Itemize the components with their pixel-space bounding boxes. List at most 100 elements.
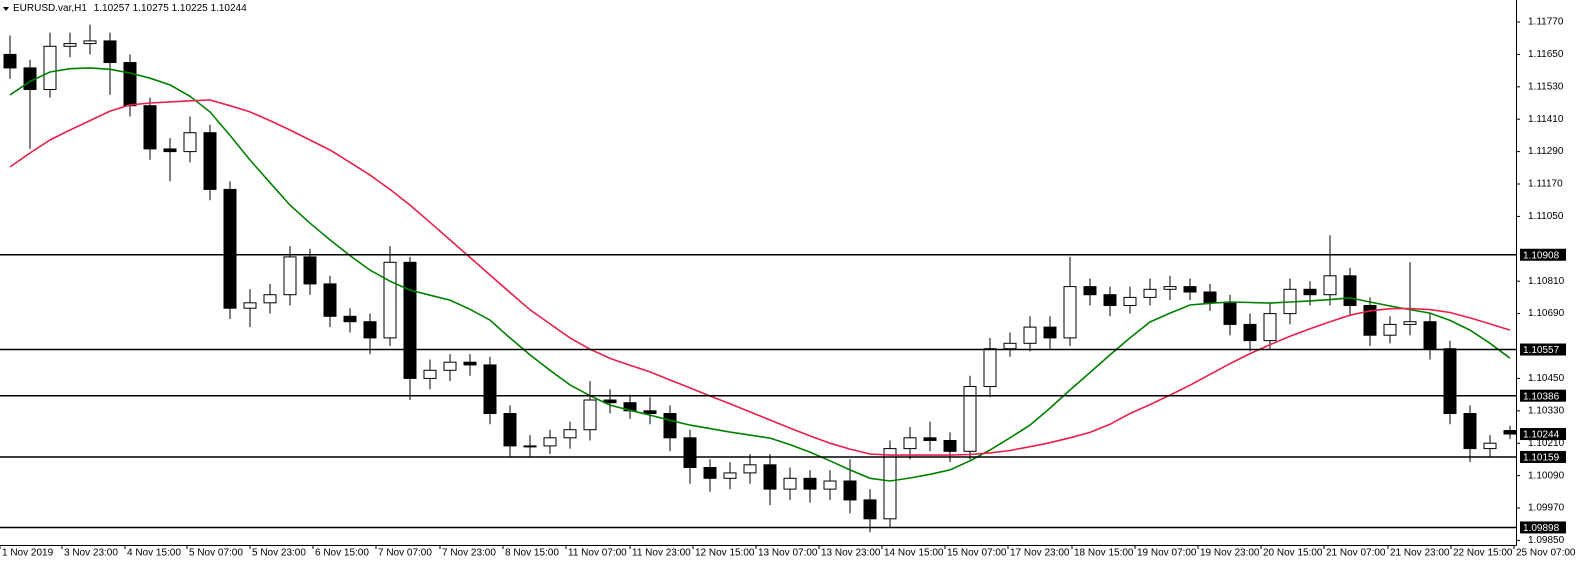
level-box bbox=[1520, 521, 1566, 534]
candle-body bbox=[443, 361, 457, 371]
candle-body bbox=[1003, 342, 1017, 350]
x-tick-label: 20 Nov 15:00 bbox=[1263, 548, 1323, 559]
candle-body bbox=[403, 261, 417, 379]
candle-body bbox=[1403, 321, 1417, 325]
candle-body bbox=[1043, 326, 1057, 339]
menu-triangle[interactable] bbox=[3, 7, 9, 11]
candle-body bbox=[803, 477, 817, 490]
candle-body bbox=[1383, 323, 1397, 336]
candle-body bbox=[603, 399, 617, 404]
candle-body bbox=[1143, 288, 1157, 298]
level-box bbox=[1520, 450, 1566, 463]
x-tick-label: 15 Nov 07:00 bbox=[947, 548, 1007, 559]
x-tick-label: 6 Nov 15:00 bbox=[315, 548, 369, 559]
candle-body bbox=[663, 413, 677, 439]
candle-body bbox=[723, 472, 737, 479]
candle-body bbox=[1243, 323, 1257, 342]
y-tick-label: 1.11170 bbox=[1528, 179, 1563, 190]
candle-body bbox=[523, 445, 537, 448]
candle-body bbox=[163, 148, 177, 153]
x-tick-label: 21 Nov 07:00 bbox=[1326, 548, 1386, 559]
candle-body bbox=[323, 283, 337, 317]
candle-body bbox=[1083, 286, 1097, 296]
x-tick-label: 11 Nov 07:00 bbox=[568, 548, 627, 559]
level-box bbox=[1520, 389, 1566, 402]
candle-body bbox=[203, 132, 217, 190]
last-high: 1.10275 bbox=[133, 3, 170, 14]
candle-body bbox=[763, 464, 777, 490]
x-tick-label: 18 Nov 15:00 bbox=[1074, 548, 1134, 559]
candle-body bbox=[1223, 302, 1237, 325]
candle-body bbox=[223, 188, 237, 309]
y-tick-label: 1.11050 bbox=[1528, 211, 1564, 222]
last-close: 1.10244 bbox=[211, 3, 248, 14]
x-tick-label: 3 Nov 23:00 bbox=[64, 548, 118, 559]
y-tick-label: 1.11290 bbox=[1528, 146, 1564, 157]
candle-body bbox=[343, 315, 357, 323]
candle-body bbox=[943, 440, 957, 452]
x-tick-label: 5 Nov 23:00 bbox=[252, 548, 306, 559]
candle-body bbox=[1483, 442, 1497, 450]
x-tick-label: 19 Nov 23:00 bbox=[1200, 548, 1260, 559]
candle-body bbox=[303, 256, 317, 285]
y-tick-label: 1.11650 bbox=[1528, 49, 1564, 60]
x-tick-label: 21 Nov 23:00 bbox=[1390, 548, 1450, 559]
candle-body bbox=[1163, 286, 1177, 290]
x-tick-label: 13 Nov 07:00 bbox=[758, 548, 818, 559]
y-tick-label: 1.10210 bbox=[1528, 438, 1565, 449]
x-tick-label: 12 Nov 15:00 bbox=[695, 548, 755, 559]
current-price-box bbox=[1520, 428, 1566, 441]
candle-body bbox=[643, 410, 657, 415]
candle-body bbox=[1323, 275, 1337, 296]
level-box bbox=[1520, 248, 1566, 261]
candle-body bbox=[3, 53, 17, 69]
candle-body bbox=[1203, 291, 1217, 304]
candle-body bbox=[1443, 348, 1457, 415]
x-tick-label: 19 Nov 07:00 bbox=[1137, 548, 1197, 559]
y-tick-label: 1.09850 bbox=[1528, 535, 1565, 546]
candle-body bbox=[263, 294, 277, 304]
x-tick-label: 14 Nov 15:00 bbox=[884, 548, 944, 559]
y-tick-label: 1.10090 bbox=[1528, 470, 1565, 481]
x-tick-label: 17 Nov 23:00 bbox=[1010, 548, 1070, 559]
candle-body bbox=[103, 40, 117, 64]
candle-body bbox=[923, 437, 937, 442]
candle-body bbox=[363, 321, 377, 339]
x-tick-label: 4 Nov 15:00 bbox=[127, 548, 181, 559]
level-label: 1.10908 bbox=[1523, 250, 1560, 261]
candle-body bbox=[1503, 430, 1517, 435]
candle-body bbox=[843, 480, 857, 501]
candle-body bbox=[503, 413, 517, 447]
last-open: 1.10257 bbox=[94, 3, 131, 14]
level-label: 1.10557 bbox=[1523, 345, 1560, 356]
current-price-label: 1.10244 bbox=[1523, 430, 1560, 441]
candle-body bbox=[1343, 275, 1357, 307]
candle-body bbox=[783, 477, 797, 490]
chart-header: EURUSD.var,H1 1.10257 1.10275 1.10225 1.… bbox=[13, 3, 247, 14]
candle-body bbox=[1103, 294, 1117, 307]
y-tick-label: 1.11530 bbox=[1528, 81, 1564, 92]
candle-body bbox=[863, 499, 877, 520]
candle-body bbox=[703, 467, 717, 479]
candle-body bbox=[283, 256, 297, 296]
candle-body bbox=[463, 361, 477, 366]
candle-body bbox=[183, 132, 197, 153]
candle-body bbox=[1063, 286, 1077, 339]
candle-body bbox=[983, 348, 997, 388]
level-label: 1.10159 bbox=[1523, 453, 1560, 464]
symbol: EURUSD.var,H1 bbox=[13, 3, 87, 14]
x-tick-label: 1 Nov 2019 bbox=[2, 548, 54, 559]
candle-body bbox=[903, 437, 917, 450]
candle-body bbox=[743, 464, 757, 474]
candle-body bbox=[563, 429, 577, 439]
candle-body bbox=[543, 437, 557, 447]
candle-body bbox=[1183, 286, 1197, 293]
candle-body bbox=[243, 302, 257, 309]
x-tick-label: 7 Nov 23:00 bbox=[442, 548, 496, 559]
level-label: 1.10386 bbox=[1523, 391, 1560, 402]
moving-average bbox=[9, 67, 1511, 482]
x-tick-label: 13 Nov 23:00 bbox=[821, 548, 881, 559]
candle-body bbox=[1123, 296, 1137, 307]
candle-body bbox=[683, 437, 697, 469]
